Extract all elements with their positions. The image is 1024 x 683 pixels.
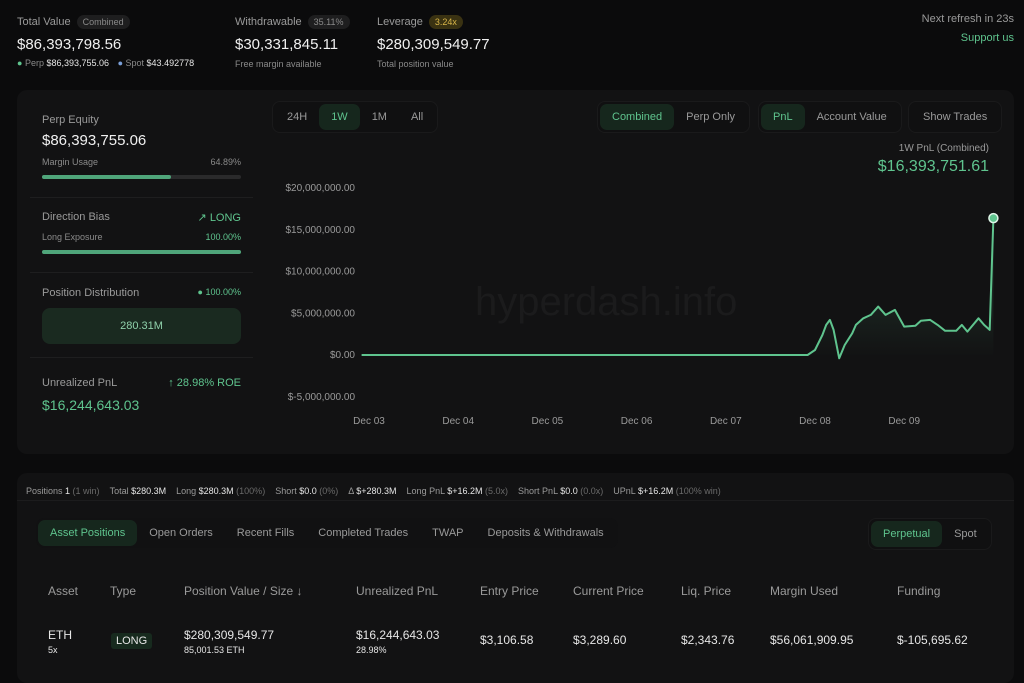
stat-item: Short $0.0 (0%) [275,486,338,496]
liq-price: $2,343.76 [681,633,734,647]
stat-value: $0.0 [299,486,317,496]
stat-label: Short PnL [518,486,560,496]
column-header[interactable]: Type [110,584,136,598]
asset-leverage: 5x [48,645,58,655]
market-tab-spot[interactable]: Spot [942,521,989,547]
stat-label: Positions [26,486,65,496]
positions-card [17,473,1014,683]
x-tick-label: Dec 08 [799,416,831,427]
pnl-chart[interactable]: $20,000,000.00 $15,000,000.00 $10,000,000.… [0,0,1024,440]
y-tick-label: $0.00 [330,350,355,361]
asset-name[interactable]: ETH [48,628,72,642]
column-header[interactable]: Liq. Price [681,584,731,598]
stat-item: Short PnL $0.0 (0.0x) [518,486,603,496]
stat-extra: (5.0x) [483,486,509,496]
stat-value: $0.0 [560,486,578,496]
stat-value: $+16.2M [447,486,482,496]
x-tick-label: Dec 09 [888,416,920,427]
current-price: $3,289.60 [573,633,626,647]
x-tick-label: Dec 07 [710,416,742,427]
stat-item: UPnL $+16.2M (100% win) [613,486,721,496]
funding: $-105,695.62 [897,633,968,647]
divider [17,500,1014,501]
x-tick-label: Dec 05 [532,416,564,427]
stat-item: Δ $+280.3M [348,486,396,496]
y-tick-label: $5,000,000.00 [291,308,355,319]
tab-open-orders[interactable]: Open Orders [137,520,225,546]
tab-recent-fills[interactable]: Recent Fills [225,520,306,546]
stat-value: $+280.3M [356,486,396,496]
y-tick-label: $10,000,000.00 [285,267,355,278]
stat-label: Short [275,486,299,496]
column-header[interactable]: Current Price [573,584,644,598]
stat-extra: (0%) [317,486,339,496]
type-badge: LONG [111,633,152,649]
last-point-marker [989,214,998,223]
stat-item: Total $280.3M [110,486,167,496]
stat-extra: (0.0x) [578,486,604,496]
tab-deposits-withdrawals[interactable]: Deposits & Withdrawals [476,520,616,546]
market-tab-perpetual[interactable]: Perpetual [871,521,942,547]
column-header[interactable]: Unrealized PnL [356,584,438,598]
position-value: $280,309,549.77 [184,628,274,642]
stat-label: Long PnL [407,486,448,496]
stat-label: UPnL [613,486,638,496]
x-tick-label: Dec 03 [353,416,385,427]
stat-label: Total [110,486,132,496]
unrealized-pnl-pct: 28.98% [356,645,387,655]
y-tick-label: $20,000,000.00 [285,183,355,194]
margin-used: $56,061,909.95 [770,633,853,647]
column-header[interactable]: Asset [48,584,78,598]
x-tick-label: Dec 04 [442,416,474,427]
column-header[interactable]: Position Value / Size ↓ [184,584,303,598]
stat-label: Long [176,486,199,496]
stat-value: $+16.2M [638,486,673,496]
tab-twap[interactable]: TWAP [420,520,475,546]
column-header[interactable]: Entry Price [480,584,539,598]
y-tick-label: $-5,000,000.00 [288,392,356,403]
tab-completed-trades[interactable]: Completed Trades [306,520,420,546]
stat-item: Long $280.3M (100%) [176,486,265,496]
entry-price: $3,106.58 [480,633,533,647]
stat-item: Long PnL $+16.2M (5.0x) [407,486,509,496]
tab-asset-positions[interactable]: Asset Positions [38,520,137,546]
stat-value: $280.3M [131,486,166,496]
column-header[interactable]: Margin Used [770,584,838,598]
pnl-area [362,218,994,358]
stat-item: Positions 1 (1 win) [26,486,100,496]
stat-extra: (1 win) [70,486,100,496]
stat-extra: (100%) [234,486,266,496]
position-size: 85,001.53 ETH [184,645,245,655]
stat-extra: (100% win) [673,486,721,496]
y-tick-label: $15,000,000.00 [285,225,355,236]
x-tick-label: Dec 06 [621,416,653,427]
stat-value: $280.3M [199,486,234,496]
unrealized-pnl: $16,244,643.03 [356,628,439,642]
column-header[interactable]: Funding [897,584,940,598]
